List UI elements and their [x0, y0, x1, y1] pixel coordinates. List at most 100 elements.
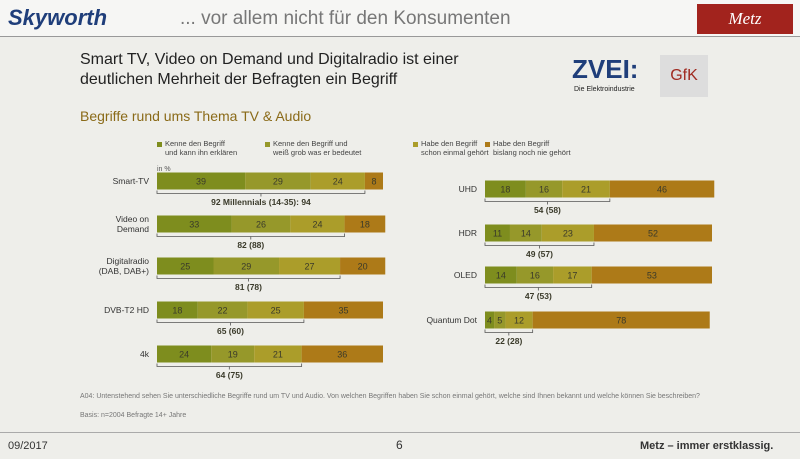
category-label: UHD: [458, 184, 477, 194]
value-label: 24: [312, 219, 322, 229]
bar-segment: [553, 266, 592, 284]
category-label: OLED: [453, 270, 477, 280]
value-label: 27: [305, 261, 315, 271]
bar-segment: [197, 301, 248, 319]
unit-label: in %: [157, 166, 171, 173]
category-label: 4k: [140, 349, 149, 359]
value-label: 16: [530, 270, 540, 280]
annotation: 22 (28): [495, 336, 522, 346]
category-label: Digitalradio (DAB, DAB+): [98, 256, 149, 276]
bar-segment: [279, 257, 341, 275]
bracket: [484, 242, 595, 249]
bar-segment: [525, 180, 563, 198]
annotation: 54 (58): [534, 205, 561, 215]
bracket: [484, 329, 534, 336]
basis: Basis: n=2004 Befragte 14+ Jahre: [80, 412, 187, 419]
value-label: 78: [616, 315, 626, 325]
bar-segment: [364, 172, 383, 190]
bar-segment: [245, 172, 311, 190]
value-label: 5: [497, 315, 502, 325]
legend-label: Habe den Begriff bislang noch nie gehört: [493, 139, 571, 157]
value-label: 19: [228, 349, 238, 359]
value-label: 53: [647, 270, 657, 280]
bar-segment: [494, 311, 506, 329]
bracket: [156, 275, 341, 282]
bar-segment: [157, 172, 246, 190]
legend-swatch: [265, 142, 270, 147]
bar-segment: [211, 345, 255, 363]
bar-segment: [213, 257, 280, 275]
value-label: 33: [189, 219, 199, 229]
category-label: DVB-T2 HD: [104, 305, 149, 315]
bar-segment: [541, 224, 594, 242]
value-label: 17: [567, 270, 577, 280]
brand: Skyworth: [8, 5, 108, 30]
legend-swatch: [413, 142, 418, 147]
chart-subtitle: Begriffe rund ums Thema TV & Audio: [80, 108, 312, 124]
value-label: 23: [563, 228, 573, 238]
bar-segment: [157, 215, 232, 233]
annotation: 65 (60): [217, 326, 244, 336]
bar-segment: [157, 257, 214, 275]
bar-segment: [593, 224, 712, 242]
bar-segment: [310, 172, 365, 190]
zvei-logo: ZVEI:: [572, 54, 639, 84]
value-label: 18: [172, 305, 182, 315]
tagline: ... vor allem nicht für den Konsumenten: [180, 8, 511, 29]
bar-segment: [301, 345, 383, 363]
legend-label: Kenne den Begriff und kann ihn erklären: [165, 139, 238, 157]
bar-segment: [344, 215, 386, 233]
value-label: 26: [256, 219, 266, 229]
annotation: 82 (88): [237, 240, 264, 250]
category-label: Quantum Dot: [426, 315, 477, 325]
value-label: 20: [358, 261, 368, 271]
legend-swatch: [485, 142, 490, 147]
value-label: 25: [180, 261, 190, 271]
legend-swatch: [157, 142, 162, 147]
bar-segment: [516, 266, 554, 284]
bar-segment: [485, 224, 510, 242]
footer-line: [0, 432, 800, 433]
bracket: [156, 190, 366, 197]
bar-segment: [157, 345, 212, 363]
date: 09/2017: [8, 440, 48, 452]
gfk-logo: GfK: [660, 55, 708, 97]
value-label: 12: [514, 315, 524, 325]
value-label: 46: [657, 184, 667, 194]
value-label: 8: [371, 176, 376, 186]
bracket: [484, 198, 611, 205]
bar-segment: [485, 180, 526, 198]
bracket: [156, 319, 305, 326]
note: A04: Untenstehend sehen Sie unterschiedl…: [80, 393, 700, 400]
bar-segment: [591, 266, 712, 284]
value-label: 35: [338, 305, 348, 315]
slogan: Metz – immer erstklassig.: [640, 440, 774, 452]
bar-segment: [485, 311, 495, 329]
category-label: Smart-TV: [112, 176, 149, 186]
value-label: 21: [581, 184, 591, 194]
bar-segment: [505, 311, 533, 329]
bracket: [156, 233, 345, 240]
category-label: Video on Demand: [115, 214, 149, 234]
value-label: 22: [218, 305, 228, 315]
annotation: 81 (78): [235, 282, 262, 292]
bar-segment: [609, 180, 715, 198]
category-label: HDR: [458, 228, 477, 238]
bar-segment: [303, 301, 383, 319]
bar-segment: [509, 224, 542, 242]
bracket: [484, 284, 593, 291]
legend-label: Habe den Begriff schon einmal gehört: [421, 139, 489, 157]
bar-segment: [231, 215, 291, 233]
annotation: 47 (53): [525, 291, 552, 301]
value-label: 24: [179, 349, 189, 359]
bar-segment: [562, 180, 610, 198]
annotation: 64 (75): [216, 370, 243, 380]
bar-segment: [157, 301, 198, 319]
bar-segment: [340, 257, 386, 275]
annotation: 49 (57): [526, 249, 553, 259]
bar-segment: [290, 215, 345, 233]
metz-logo: Metz: [697, 4, 793, 34]
bar-segment: [485, 266, 517, 284]
